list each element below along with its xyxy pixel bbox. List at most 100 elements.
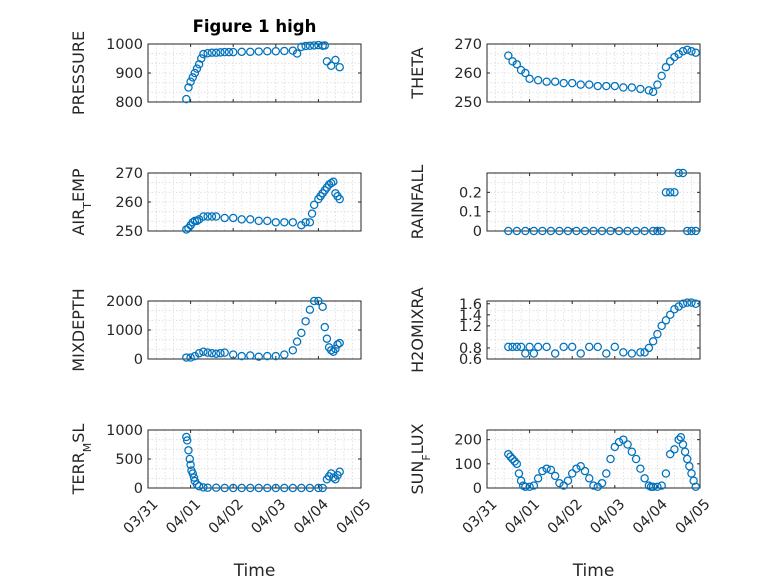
y-tick-label: 500 <box>115 452 143 468</box>
data-point <box>203 212 212 221</box>
data-point <box>653 80 662 89</box>
data-point <box>514 469 524 478</box>
data-point <box>280 483 289 493</box>
data-point <box>182 225 191 234</box>
y-tick-label: 2000 <box>106 294 143 310</box>
y-tick-label: 1.2 <box>459 319 482 335</box>
data-point <box>653 482 662 492</box>
data-point <box>585 80 594 89</box>
data-point <box>216 348 225 358</box>
y-axis-label: AIRTEMP <box>69 168 94 235</box>
x-tick-label: 04/03 <box>588 496 629 537</box>
data-point <box>602 81 611 91</box>
data-point <box>211 483 221 492</box>
data-point <box>567 78 577 88</box>
data-point <box>521 482 530 492</box>
axes-box <box>486 300 701 360</box>
data-point <box>516 476 526 485</box>
data-point <box>192 64 202 73</box>
series-1 <box>182 40 344 104</box>
data-point <box>538 226 547 236</box>
data-point <box>254 352 263 361</box>
x-tick-label: 04/01 <box>163 496 204 537</box>
data-point <box>288 46 298 55</box>
series-1 <box>182 177 344 234</box>
data-point <box>525 74 534 84</box>
data-point <box>623 226 632 236</box>
data-point <box>220 483 229 493</box>
data-point <box>619 348 628 357</box>
data-point <box>682 454 692 464</box>
subplot-2: 250 260 270 THETA <box>408 37 701 111</box>
y-tick-label: 1000 <box>106 323 143 339</box>
data-point <box>508 342 517 352</box>
subplot-5: 0 1000 2000 MIXDEPTH <box>69 288 362 372</box>
data-point <box>246 215 255 224</box>
data-point <box>687 298 696 307</box>
data-point <box>648 87 658 97</box>
y-tick-label: 900 <box>115 66 143 82</box>
data-point <box>329 177 338 186</box>
data-point <box>529 349 539 358</box>
data-point <box>246 483 255 493</box>
y-axis-label: SUNFLUX <box>408 423 433 494</box>
data-point <box>237 215 246 224</box>
data-point <box>199 49 208 59</box>
y-tick-label: 1.6 <box>459 297 482 313</box>
y-tick-label: 250 <box>454 95 482 111</box>
data-point <box>301 41 310 51</box>
data-point <box>589 481 598 490</box>
data-point <box>619 83 628 92</box>
data-point <box>533 76 543 85</box>
data-point <box>678 299 688 308</box>
data-point <box>516 65 526 75</box>
data-point <box>263 47 272 56</box>
subplot-6: 0.60.8 1.21.41.6 H2OMIXRA <box>408 287 701 373</box>
data-point <box>542 464 551 473</box>
data-point <box>550 77 560 86</box>
data-point <box>307 209 317 218</box>
data-point <box>271 47 281 56</box>
y-axis-label: MIXDEPTH <box>69 288 88 371</box>
data-point <box>305 305 315 314</box>
data-point <box>504 449 513 459</box>
y-tick-label: 0.1 <box>459 205 482 221</box>
data-point <box>657 481 666 490</box>
data-point <box>280 350 289 359</box>
data-point <box>309 200 319 210</box>
data-point <box>288 218 298 227</box>
data-point <box>636 84 645 94</box>
data-point <box>542 77 551 86</box>
data-point <box>691 226 700 236</box>
data-point <box>207 48 217 57</box>
data-point <box>631 226 641 236</box>
data-point <box>653 226 662 236</box>
data-point <box>678 47 688 56</box>
data-point <box>186 77 195 86</box>
data-point <box>512 459 522 469</box>
data-point <box>237 47 246 57</box>
data-point <box>320 41 330 50</box>
data-point <box>318 302 327 312</box>
data-point <box>676 433 686 442</box>
y-tick-label: 270 <box>115 166 143 182</box>
data-point <box>661 188 671 197</box>
data-point <box>661 469 671 478</box>
data-point <box>301 218 310 227</box>
x-tick-label: 04/02 <box>206 496 247 537</box>
data-point <box>597 226 607 236</box>
data-point <box>610 442 620 452</box>
data-point <box>199 212 208 221</box>
data-point <box>685 462 694 471</box>
data-point <box>576 349 585 358</box>
data-point <box>203 49 212 58</box>
y-tick-label: 0.6 <box>459 352 482 368</box>
data-point <box>220 213 229 223</box>
data-point <box>691 48 700 57</box>
data-point <box>246 47 255 57</box>
grid <box>148 301 361 359</box>
data-point <box>309 296 319 306</box>
data-point <box>192 216 202 226</box>
data-point <box>305 218 315 227</box>
data-point <box>512 342 522 352</box>
